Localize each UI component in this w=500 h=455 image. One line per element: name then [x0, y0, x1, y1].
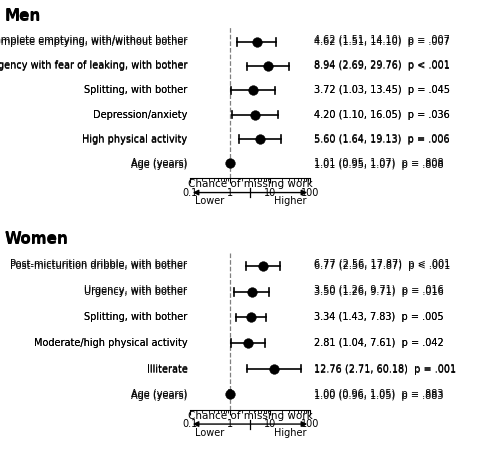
Text: Illiterate: Illiterate [146, 365, 188, 375]
Text: Women: Women [5, 231, 69, 246]
Text: 8.94 (2.69, 29.76)  p < .001: 8.94 (2.69, 29.76) p < .001 [314, 61, 450, 71]
Text: Illiterate: Illiterate [146, 364, 188, 374]
Text: Higher: Higher [274, 196, 306, 206]
Text: 2.81 (1.04, 7.61)  p = .042: 2.81 (1.04, 7.61) p = .042 [314, 339, 444, 349]
Text: Post-micturition dribble, with bother: Post-micturition dribble, with bother [10, 261, 188, 271]
Text: 3.34 (1.43, 7.83)  p = .005: 3.34 (1.43, 7.83) p = .005 [314, 312, 444, 322]
Text: 6.77 (2.56, 17.87)  p < .001: 6.77 (2.56, 17.87) p < .001 [314, 259, 450, 269]
Text: Depression/anxiety: Depression/anxiety [93, 110, 188, 120]
Text: Chance of missing work: Chance of missing work [188, 179, 312, 189]
Text: High physical activity: High physical activity [82, 135, 188, 145]
Text: Lower: Lower [196, 428, 224, 438]
Text: 3.72 (1.03, 13.45)  p = .045: 3.72 (1.03, 13.45) p = .045 [314, 86, 450, 96]
Text: 6.77 (2.56, 17.87)  p < .001: 6.77 (2.56, 17.87) p < .001 [314, 261, 450, 271]
Text: 5.60 (1.64, 19.13)  p = .006: 5.60 (1.64, 19.13) p = .006 [314, 135, 450, 145]
Text: Urgency, with bother: Urgency, with bother [84, 287, 188, 297]
Text: Age (years): Age (years) [131, 389, 188, 399]
Text: High physical activity: High physical activity [82, 134, 188, 144]
Text: Splitting, with bother: Splitting, with bother [84, 85, 188, 95]
Text: Depression/anxiety: Depression/anxiety [93, 110, 188, 120]
Text: 8.94 (2.69, 29.76)  p < .001: 8.94 (2.69, 29.76) p < .001 [314, 60, 450, 70]
Text: 4.62 (1.51, 14.10)  p = .007: 4.62 (1.51, 14.10) p = .007 [314, 37, 450, 47]
Text: Moderate/high physical activity: Moderate/high physical activity [34, 338, 188, 348]
Text: Men: Men [5, 9, 42, 24]
Text: Age (years): Age (years) [131, 161, 188, 171]
Text: Splitting, with bother: Splitting, with bother [84, 312, 188, 322]
Text: 1.00 (0.96, 1.05)  p = .883: 1.00 (0.96, 1.05) p = .883 [314, 391, 444, 401]
Text: Feeling of incomplete emptying, with/without bother: Feeling of incomplete emptying, with/wit… [0, 35, 188, 45]
Text: 3.50 (1.26, 9.71)  p = .016: 3.50 (1.26, 9.71) p = .016 [314, 287, 444, 297]
Text: Urgency with fear of leaking, with bother: Urgency with fear of leaking, with bothe… [0, 60, 188, 70]
Text: Post-micturition dribble, with bother: Post-micturition dribble, with bother [10, 259, 188, 269]
Text: Chance of missing work: Chance of missing work [188, 411, 312, 421]
Text: Moderate/high physical activity: Moderate/high physical activity [34, 339, 188, 349]
Text: 3.50 (1.26, 9.71)  p = .016: 3.50 (1.26, 9.71) p = .016 [314, 285, 444, 295]
Text: Higher: Higher [274, 428, 306, 438]
Text: 2.81 (1.04, 7.61)  p = .042: 2.81 (1.04, 7.61) p = .042 [314, 338, 444, 348]
Text: Lower: Lower [196, 196, 224, 206]
Text: Splitting, with bother: Splitting, with bother [84, 312, 188, 322]
Text: Women: Women [5, 232, 69, 247]
Text: 3.34 (1.43, 7.83)  p = .005: 3.34 (1.43, 7.83) p = .005 [314, 312, 444, 322]
Text: 1.00 (0.96, 1.05)  p = .883: 1.00 (0.96, 1.05) p = .883 [314, 389, 444, 399]
Text: Urgency, with bother: Urgency, with bother [84, 285, 188, 295]
Text: 1.01 (0.95, 1.07)  p = .808: 1.01 (0.95, 1.07) p = .808 [314, 158, 444, 168]
Text: 4.62 (1.51, 14.10)  p = .007: 4.62 (1.51, 14.10) p = .007 [314, 35, 450, 45]
Text: Splitting, with bother: Splitting, with bother [84, 86, 188, 96]
Text: Urgency with fear of leaking, with bother: Urgency with fear of leaking, with bothe… [0, 61, 188, 71]
Text: Men: Men [5, 8, 42, 23]
Text: 4.20 (1.10, 16.05)  p = .036: 4.20 (1.10, 16.05) p = .036 [314, 110, 450, 120]
Text: 4.20 (1.10, 16.05)  p = .036: 4.20 (1.10, 16.05) p = .036 [314, 110, 450, 120]
Text: 12.76 (2.71, 60.18)  p = .001: 12.76 (2.71, 60.18) p = .001 [314, 365, 456, 375]
Text: 3.72 (1.03, 13.45)  p = .045: 3.72 (1.03, 13.45) p = .045 [314, 85, 450, 95]
Text: Age (years): Age (years) [131, 391, 188, 401]
Text: 5.60 (1.64, 19.13)  p = .006: 5.60 (1.64, 19.13) p = .006 [314, 134, 450, 144]
Text: Feeling of incomplete emptying, with/without bother: Feeling of incomplete emptying, with/wit… [0, 37, 188, 47]
Text: Age (years): Age (years) [131, 158, 188, 168]
Text: 12.76 (2.71, 60.18)  p = .001: 12.76 (2.71, 60.18) p = .001 [314, 364, 456, 374]
Text: 1.01 (0.95, 1.07)  p = .808: 1.01 (0.95, 1.07) p = .808 [314, 161, 444, 171]
